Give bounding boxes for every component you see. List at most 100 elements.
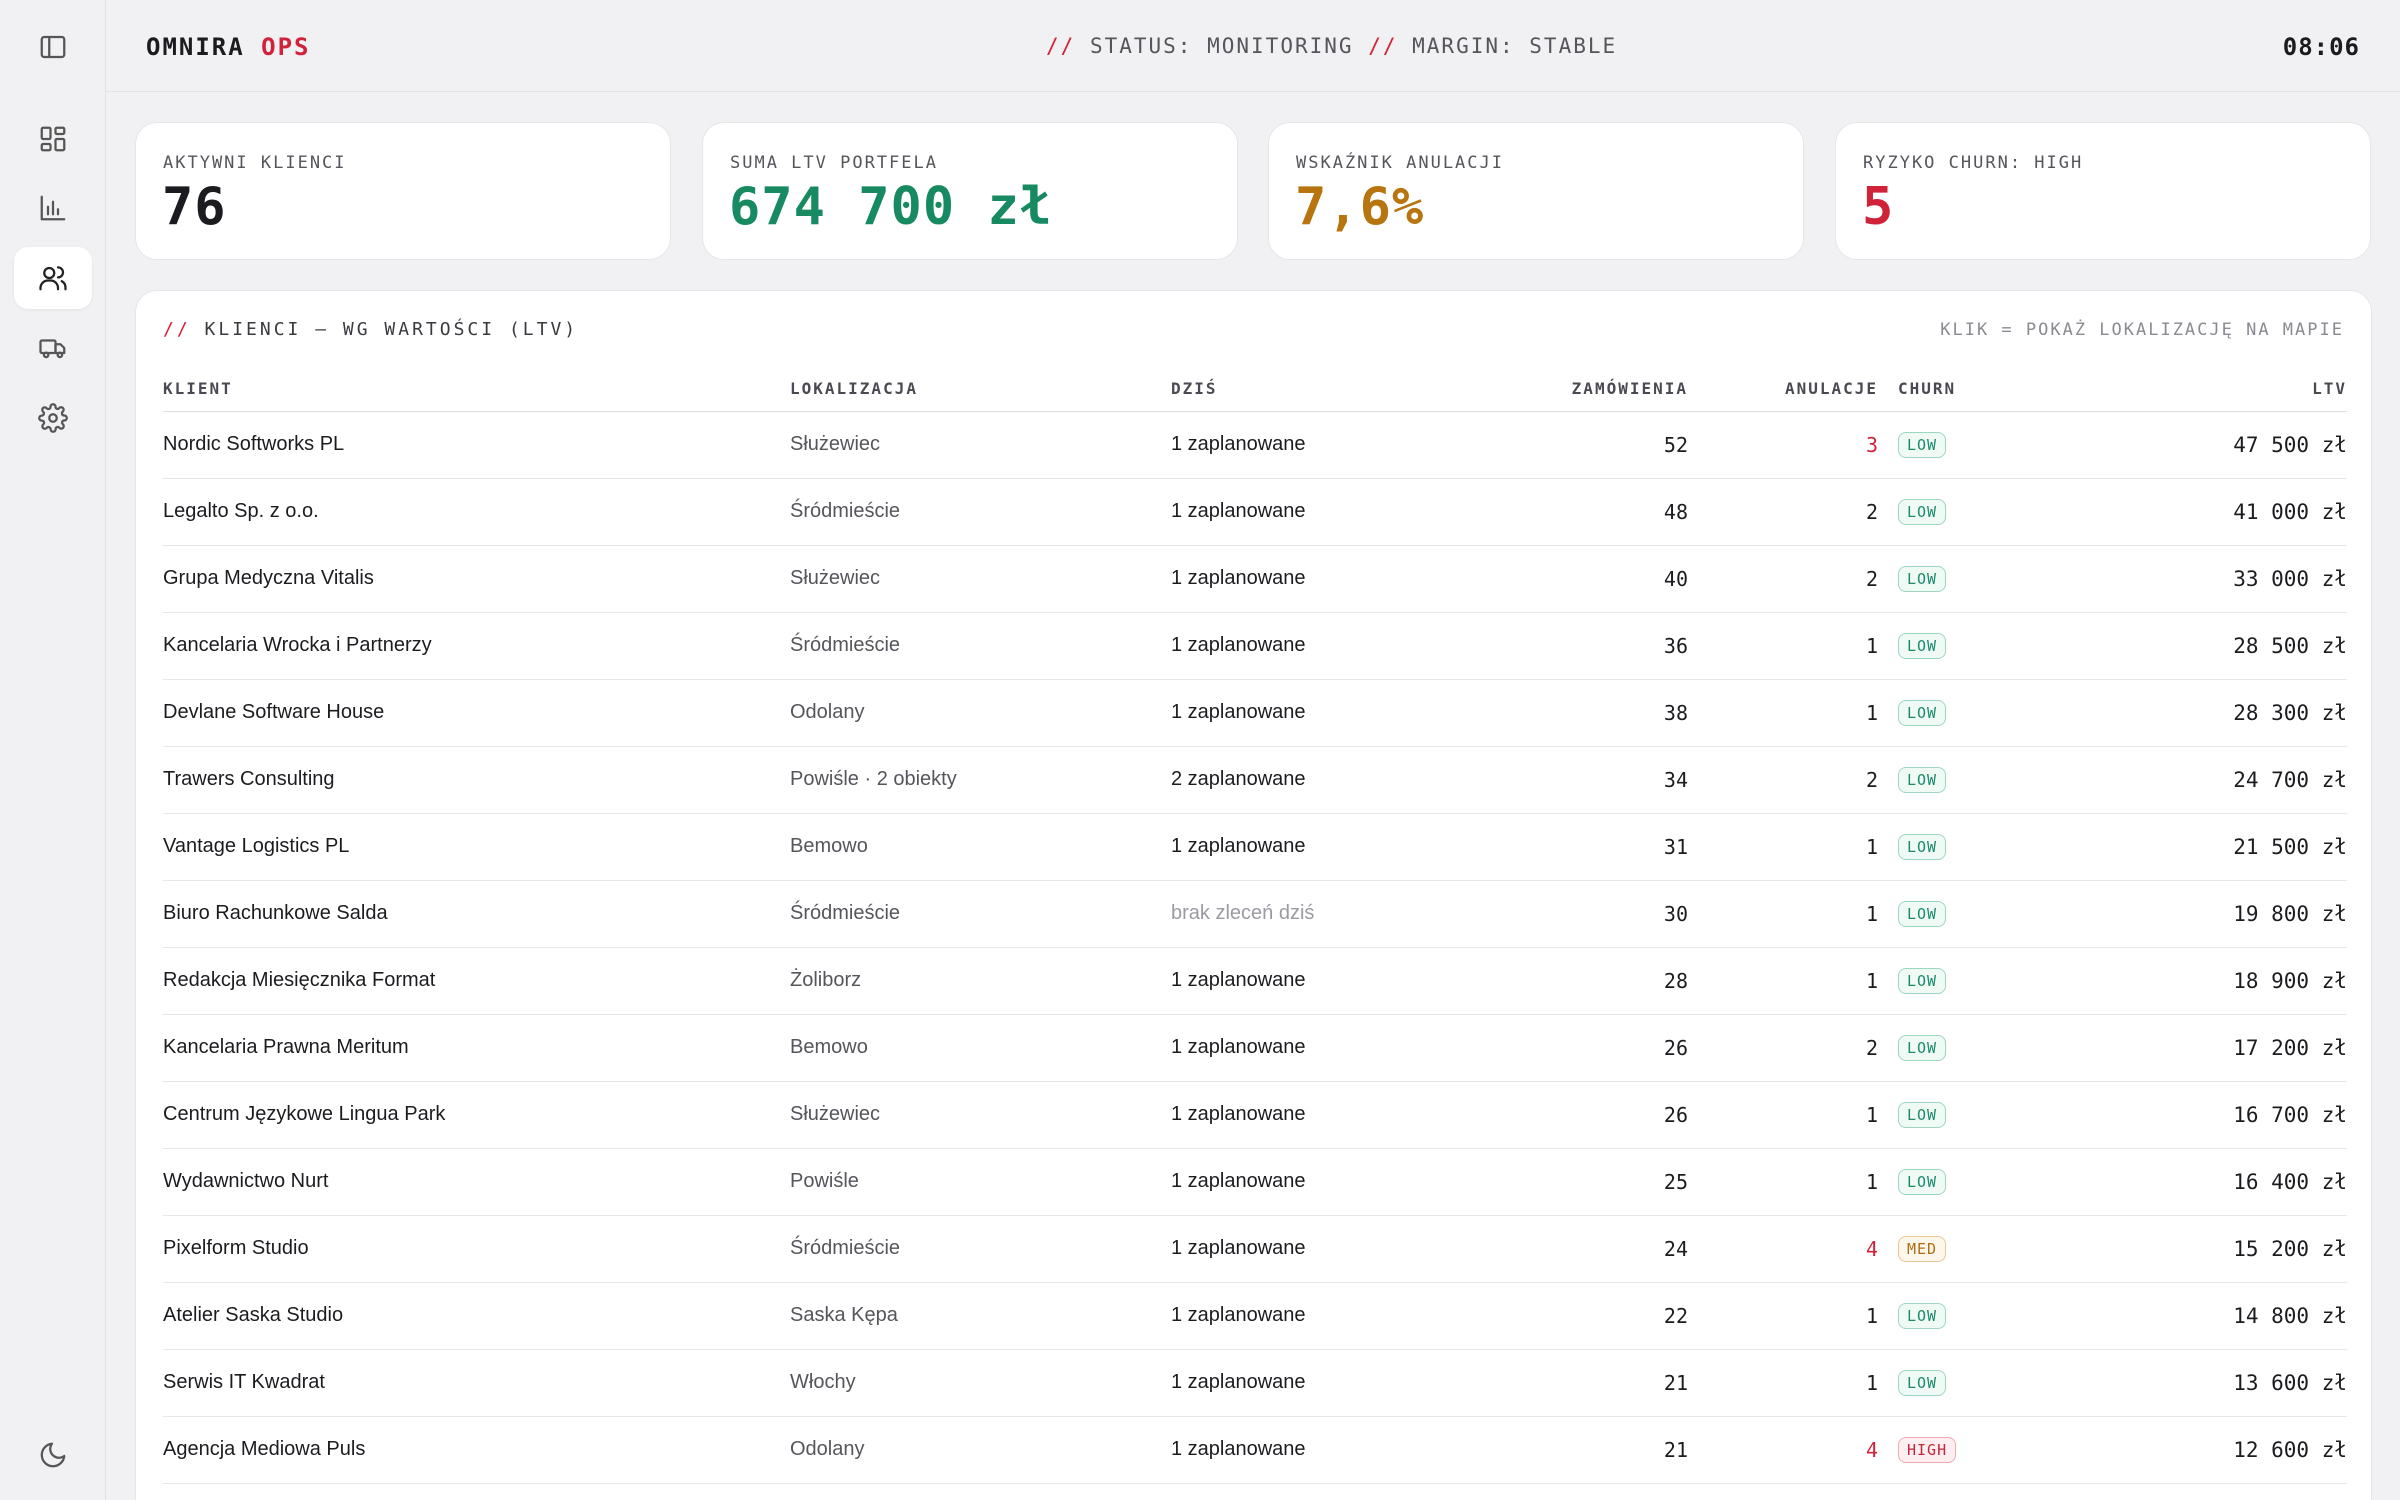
col-header-orders[interactable]: ZAMÓWIENIA — [1471, 367, 1688, 412]
col-header-ltv[interactable]: LTV — [2048, 367, 2347, 412]
churn-badge: LOW — [1898, 1101, 1947, 1128]
cell-location: Żoliborz — [790, 947, 1171, 1015]
cell-ltv: 47 500 zł — [2048, 411, 2347, 479]
cell-location: Służewiec — [790, 411, 1171, 479]
cell-orders: 25 — [1471, 1148, 1688, 1216]
cell-orders: 52 — [1471, 411, 1688, 479]
cell-churn: LOW — [1898, 1282, 2048, 1350]
col-header-cancellations[interactable]: ANULACJE — [1688, 367, 1898, 412]
cell-churn: LOW — [1898, 1014, 2048, 1082]
churn-badge: LOW — [1898, 498, 1947, 525]
table-row[interactable]: Vantage Logistics PL Bemowo 1 zaplanowane 3… — [163, 813, 2347, 881]
cell-client: Devlane Software House — [163, 679, 790, 747]
cell-today: 2 zaplanowane — [1171, 746, 1471, 814]
cell-cancellations: 1 — [1688, 679, 1898, 747]
table-row[interactable]: Kancelaria Wrocka i Partnerzy Śródmieście… — [163, 612, 2347, 680]
clients-table: KLIENT LOKALIZACJA DZIŚ ZAMÓWIENIA ANULA… — [163, 367, 2347, 1484]
cell-today: 1 zaplanowane — [1171, 1416, 1471, 1484]
cell-today: 1 zaplanowane — [1171, 1282, 1471, 1350]
col-header-location[interactable]: LOKALIZACJA — [790, 367, 1171, 412]
table-row[interactable]: Wydawnictwo Nurt Powiśle 1 zaplanowane 25 1 L… — [163, 1148, 2347, 1216]
cell-cancellations: 3 — [1688, 411, 1898, 479]
cell-today: 1 zaplanowane — [1171, 1014, 1471, 1082]
cell-location: Bemowo — [790, 1014, 1171, 1082]
cell-ltv: 14 800 zł — [2048, 1282, 2347, 1350]
sidebar-toggle-icon — [40, 35, 66, 59]
cell-ltv: 24 700 zł — [2048, 746, 2347, 814]
table-row[interactable]: Devlane Software House Odolany 1 zaplanowa… — [163, 679, 2347, 747]
table-row[interactable]: Trawers Consulting Powiśle · 2 obiekty 2 z… — [163, 746, 2347, 814]
cell-client: Agencja Mediowa Puls — [163, 1416, 790, 1484]
cell-cancellations: 1 — [1688, 880, 1898, 948]
cell-client: Nordic Softworks PL — [163, 411, 790, 479]
kpi-label: RYZYKO CHURN: HIGH — [1863, 153, 2084, 173]
sidebar-item-deliveries[interactable] — [14, 317, 92, 379]
cell-client: Trawers Consulting — [163, 746, 790, 814]
cell-client: Centrum Językowe Lingua Park — [163, 1081, 790, 1149]
cell-ltv: 21 500 zł — [2048, 813, 2347, 881]
cell-today: 1 zaplanowane — [1171, 1349, 1471, 1417]
cell-cancellations: 1 — [1688, 1148, 1898, 1216]
truck-icon — [39, 339, 66, 359]
margin-text: MARGIN: STABLE — [1412, 34, 1618, 58]
cell-ltv: 33 000 zł — [2048, 545, 2347, 613]
cell-location: Powiśle · 2 obiekty — [790, 746, 1171, 814]
cell-cancellations: 1 — [1688, 1282, 1898, 1350]
cell-today: 1 zaplanowane — [1171, 1215, 1471, 1283]
cell-cancellations: 2 — [1688, 545, 1898, 613]
table-row[interactable]: Grupa Medyczna Vitalis Służewiec 1 zaplano… — [163, 545, 2347, 613]
cell-location: Śródmieście — [790, 478, 1171, 546]
table-row[interactable]: Kancelaria Prawna Meritum Bemowo 1 zaplano… — [163, 1014, 2347, 1082]
cell-ltv: 12 600 zł — [2048, 1416, 2347, 1484]
col-header-client[interactable]: KLIENT — [163, 367, 790, 412]
cell-location: Odolany — [790, 679, 1171, 747]
cell-cancellations: 4 — [1688, 1215, 1898, 1283]
table-row[interactable]: Pixelform Studio Śródmieście 1 zaplanowane… — [163, 1215, 2347, 1283]
theme-toggle-button[interactable] — [14, 1424, 92, 1486]
top-bar: OMNIRA OPS // STATUS: MONITORING // MARG… — [106, 0, 2400, 92]
cell-orders: 24 — [1471, 1215, 1688, 1283]
sidebar-item-dashboard[interactable] — [14, 108, 92, 170]
table-row[interactable]: Atelier Saska Studio Saska Kępa 1 zaplanow… — [163, 1282, 2347, 1350]
cell-ltv: 28 500 zł — [2048, 612, 2347, 680]
table-row[interactable]: Redakcja Miesięcznika Format Żoliborz 1 za… — [163, 947, 2347, 1015]
churn-badge: LOW — [1898, 632, 1947, 659]
table-row[interactable]: Centrum Językowe Lingua Park Służewiec 1 z… — [163, 1081, 2347, 1149]
cell-churn: HIGH — [1898, 1416, 2048, 1484]
kpi-churn-high: RYZYKO CHURN: HIGH 5 — [1835, 122, 2371, 260]
margin-separator: // — [1368, 34, 1398, 58]
cell-ltv: 16 700 zł — [2048, 1081, 2347, 1149]
cell-client: Kancelaria Prawna Meritum — [163, 1014, 790, 1082]
table-row[interactable]: Serwis IT Kwadrat Włochy 1 zaplanowane 21 1 L… — [163, 1349, 2347, 1417]
table-row[interactable]: Biuro Rachunkowe Salda Śródmieście brak zl… — [163, 880, 2347, 948]
cell-orders: 21 — [1471, 1416, 1688, 1484]
table-row[interactable]: Agencja Mediowa Puls Odolany 1 zaplanowane… — [163, 1416, 2347, 1484]
cell-cancellations: 2 — [1688, 1014, 1898, 1082]
col-header-churn[interactable]: CHURN — [1898, 367, 2048, 412]
table-row[interactable]: Legalto Sp. z o.o. Śródmieście 1 zaplanowa… — [163, 478, 2347, 546]
cell-location: Saska Kępa — [790, 1282, 1171, 1350]
cell-client: Pixelform Studio — [163, 1215, 790, 1283]
sidebar-item-clients[interactable] — [14, 247, 92, 309]
kpi-value: 76 — [162, 177, 227, 237]
cell-cancellations: 1 — [1688, 1081, 1898, 1149]
cell-churn: LOW — [1898, 1081, 2048, 1149]
cell-ltv: 13 600 zł — [2048, 1349, 2347, 1417]
status-text: STATUS: MONITORING — [1089, 34, 1354, 58]
sidebar-item-settings[interactable] — [14, 387, 92, 449]
cell-client: Atelier Saska Studio — [163, 1282, 790, 1350]
cell-client: Serwis IT Kwadrat — [163, 1349, 790, 1417]
cell-client: Kancelaria Wrocka i Partnerzy — [163, 612, 790, 680]
col-header-today[interactable]: DZIŚ — [1171, 367, 1471, 412]
sidebar-toggle-button[interactable] — [14, 16, 92, 78]
kpi-label: SUMA LTV PORTFELA — [730, 153, 938, 173]
churn-badge: LOW — [1898, 766, 1947, 793]
cell-client: Vantage Logistics PL — [163, 813, 790, 881]
churn-badge: LOW — [1898, 1302, 1947, 1329]
cell-location: Śródmieście — [790, 1215, 1171, 1283]
sidebar-item-analytics[interactable] — [14, 177, 92, 239]
cell-location: Służewiec — [790, 545, 1171, 613]
kpi-portfolio-ltv: SUMA LTV PORTFELA 674 700 zł — [702, 122, 1238, 260]
table-row[interactable]: Nordic Softworks PL Służewiec 1 zaplanowan… — [163, 411, 2347, 479]
cell-today: 1 zaplanowane — [1171, 545, 1471, 613]
